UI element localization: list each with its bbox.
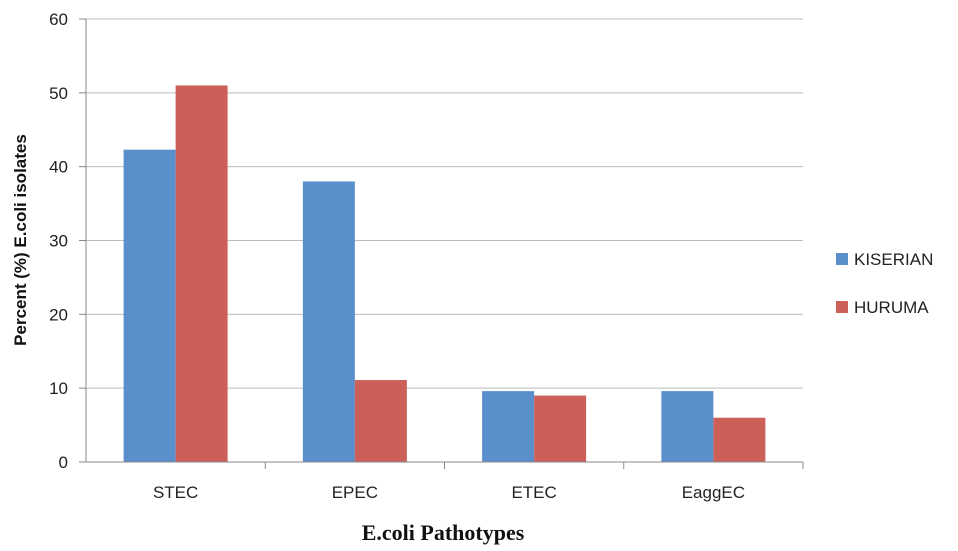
x-axis-ticks: STEC EPEC ETEC EaggEC xyxy=(153,483,745,502)
legend-label: HURUMA xyxy=(854,298,929,317)
x-tick-label: EaggEC xyxy=(682,483,745,502)
x-tick-label: STEC xyxy=(153,483,198,502)
axes xyxy=(85,19,804,469)
bar-huruma-epec xyxy=(354,380,407,462)
bars xyxy=(123,85,766,462)
x-axis-label: E.coli Pathotypes xyxy=(362,520,525,545)
legend-label: KISERIAN xyxy=(854,250,933,269)
legend-swatch xyxy=(836,253,848,265)
x-tick-label: EPEC xyxy=(332,483,378,502)
y-axis-label: Percent (%) E.coli isolates xyxy=(11,134,30,346)
y-tick-label: 20 xyxy=(49,305,68,324)
x-tick-label: ETEC xyxy=(511,483,556,502)
legend-swatch xyxy=(836,301,848,313)
y-axis-ticks: 0 10 20 30 40 50 60 xyxy=(49,10,68,472)
y-tick-label: 40 xyxy=(49,158,68,177)
y-tick-label: 10 xyxy=(49,379,68,398)
bar-kiserian-etec xyxy=(482,391,535,462)
y-tick-label: 30 xyxy=(49,232,68,251)
y-tick-label: 0 xyxy=(59,453,68,472)
bar-kiserian-epec xyxy=(302,181,355,462)
y-tick-label: 60 xyxy=(49,10,68,29)
y-tick-label: 50 xyxy=(49,84,68,103)
bar-kiserian-eaggec xyxy=(661,391,714,462)
bar-huruma-eaggec xyxy=(713,417,766,462)
bar-huruma-stec xyxy=(175,85,228,462)
bar-kiserian-stec xyxy=(123,149,176,462)
bar-huruma-etec xyxy=(534,395,587,462)
legend: KISERIAN HURUMA xyxy=(836,250,933,317)
